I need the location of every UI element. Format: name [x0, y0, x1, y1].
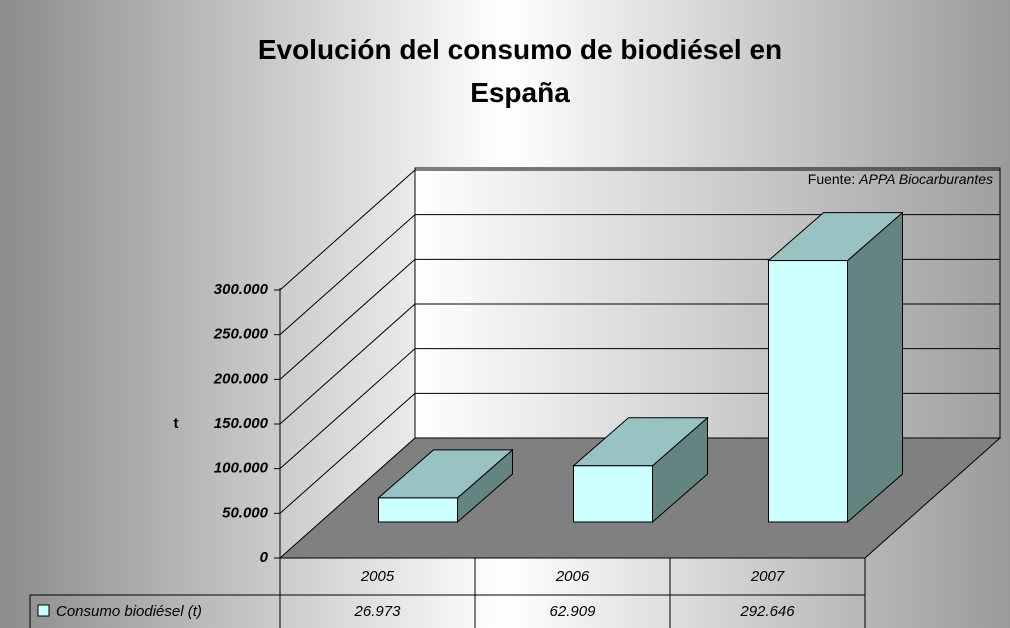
- legend-label: Consumo biodiésel (t): [56, 603, 202, 620]
- y-tick-label: 250.000: [213, 326, 269, 343]
- grid-line: [279, 303, 416, 425]
- y-tick-label: 100.000: [214, 460, 269, 477]
- grid-line: [279, 214, 416, 336]
- value-label: 62.909: [550, 603, 597, 620]
- source-label: Fuente:: [808, 171, 855, 187]
- grid-line: [279, 392, 416, 514]
- y-tick-label: 200.000: [213, 370, 269, 387]
- bar-front: [573, 465, 653, 523]
- grid-line: [279, 169, 416, 291]
- bar-side: [847, 211, 903, 524]
- grid-line: [279, 258, 416, 380]
- y-tick-label: 0: [260, 549, 269, 566]
- chart-title: Evolución del consumo de biodiésel en Es…: [257, 34, 783, 108]
- y-tick-label: 150.000: [214, 415, 269, 432]
- x-tick-label: 2006: [555, 568, 590, 585]
- value-label: 292.646: [739, 603, 795, 620]
- grid-line: [279, 348, 416, 470]
- source-name: APPA Biocarburantes: [858, 171, 993, 187]
- y-tick-label: 50.000: [222, 504, 269, 521]
- source: Fuente: APPA Biocarburantes: [808, 171, 993, 187]
- y-tick-label: 300.000: [214, 281, 269, 298]
- legend-swatch: [37, 604, 50, 617]
- bar-front: [378, 497, 458, 523]
- x-tick-label: 2005: [360, 568, 395, 585]
- x-tick-label: 2007: [750, 568, 785, 585]
- back-wall: [414, 167, 1001, 439]
- bar-front: [768, 260, 848, 523]
- y-axis-label: t: [174, 415, 179, 432]
- value-label: 26.973: [354, 603, 402, 620]
